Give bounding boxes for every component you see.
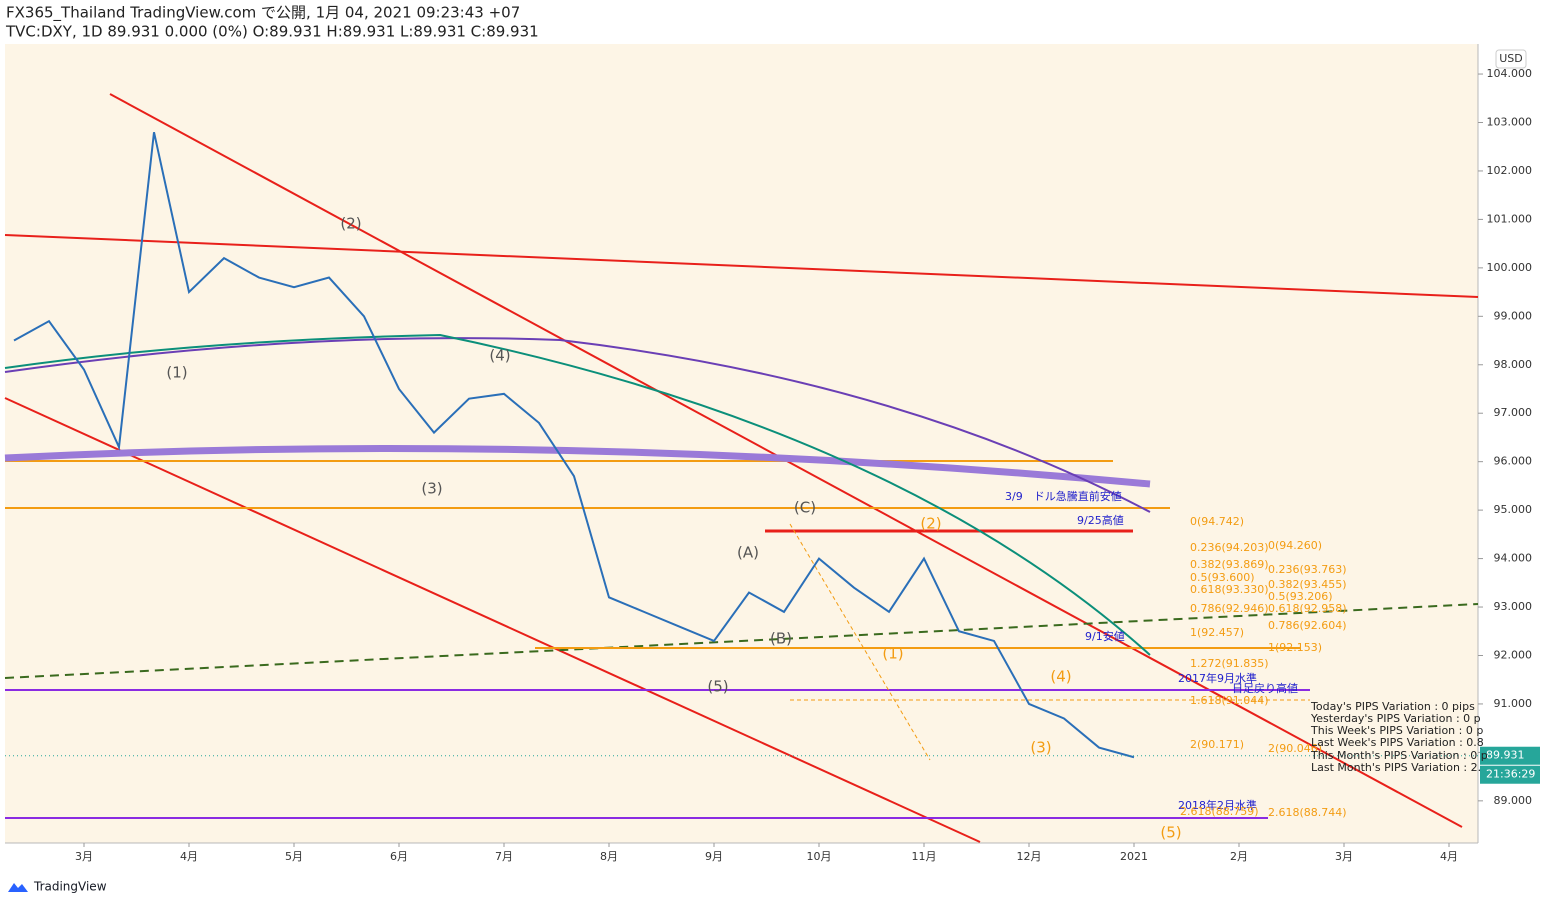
annotation: 1.272(91.835) [1190, 657, 1269, 670]
moving-average [4, 333, 1151, 656]
y-tick-label: 93.000 [1494, 600, 1533, 613]
annotation: (2) [340, 215, 361, 233]
annotation: (5) [1160, 824, 1181, 842]
annotation: (4) [1050, 668, 1071, 686]
x-tick-label: 3月 [75, 850, 93, 863]
annotation: (1) [166, 364, 187, 382]
x-tick-label: 2021 [1120, 850, 1148, 863]
annotation: (4) [489, 347, 510, 365]
annotation: 0.5(93.206) [1268, 590, 1333, 603]
annotation: 0.618(92.958) [1268, 602, 1347, 615]
annotation: Last Week's PIPS Variation : 0.8 [1311, 736, 1484, 749]
plot-area [5, 44, 1478, 843]
trendline [4, 397, 981, 843]
annotation: 0.382(93.455) [1268, 578, 1347, 591]
annotation: 1(92.457) [1190, 626, 1244, 639]
last-price: 89.931 [1486, 749, 1525, 762]
y-tick-label: 94.000 [1494, 552, 1533, 565]
y-tick-label: 89.000 [1494, 794, 1533, 807]
y-tick-label: 97.000 [1494, 406, 1533, 419]
footer-brand: TradingView [33, 880, 107, 894]
y-tick-label: 92.000 [1494, 648, 1533, 661]
annotation: 1(92.153) [1268, 641, 1322, 654]
annotation: 0.236(94.203) [1190, 541, 1269, 554]
y-tick-label: 99.000 [1494, 309, 1533, 322]
annotation: This Month's PIPS Variation : 0 p [1310, 749, 1488, 762]
x-tick-label: 5月 [285, 850, 303, 863]
y-tick-label: 95.000 [1494, 503, 1533, 516]
y-tick-label: 91.000 [1494, 697, 1533, 710]
x-tick-label: 4月 [1440, 850, 1458, 863]
x-tick-label: 12月 [1017, 850, 1042, 863]
moving-average [4, 444, 1151, 488]
currency-box [1495, 49, 1527, 69]
annotation: (5) [707, 678, 728, 696]
countdown: 21:36:29 [1486, 768, 1535, 781]
annotation: (3) [421, 480, 442, 498]
annotation: 0.382(93.869) [1190, 558, 1269, 571]
trendline [4, 603, 1479, 679]
symbol-info: TVC:DXY, 1D 89.931 0.000 (0%) O:89.931 H… [5, 23, 539, 41]
annotation: (A) [737, 544, 759, 562]
annotation: 0.786(92.946) [1190, 602, 1269, 615]
annotation: 0(94.260) [1268, 539, 1322, 552]
annotation: (C) [794, 499, 816, 517]
x-tick-label: 9月 [705, 850, 723, 863]
currency: USD [1499, 52, 1523, 65]
annotation: 0.786(92.604) [1268, 619, 1347, 632]
x-tick-label: 7月 [495, 850, 513, 863]
annotation: 0.236(93.763) [1268, 563, 1347, 576]
x-tick-label: 10月 [807, 850, 832, 863]
moving-average [4, 337, 1151, 513]
y-tick-label: 96.000 [1494, 455, 1533, 468]
annotation: 0.5(93.600) [1190, 571, 1255, 584]
annotation: Yesterday's PIPS Variation : 0 p [1310, 712, 1481, 725]
y-tick-label: 100.000 [1487, 261, 1533, 274]
y-tick-label: 101.000 [1487, 212, 1533, 225]
y-tick-label: 98.000 [1494, 358, 1533, 371]
annotation: (3) [1030, 739, 1051, 757]
annotation: 0(94.742) [1190, 515, 1244, 528]
drawings [4, 93, 1479, 843]
annotation: 2017年9月水準 [1178, 671, 1257, 685]
x-tick-label: 2月 [1230, 850, 1248, 863]
annotation: Today's PIPS Variation : 0 pips [1310, 700, 1475, 713]
x-tick-label: 3月 [1335, 850, 1353, 863]
trendline [4, 234, 1479, 298]
annotation: 0.618(93.330) [1190, 583, 1269, 596]
annotation: (2) [920, 515, 941, 533]
y-tick-label: 102.000 [1487, 164, 1533, 177]
annotation: 日足戻り高値 [1232, 681, 1298, 695]
price-line [13, 131, 1135, 759]
annotation: 9/1安値 [1085, 629, 1125, 643]
annotation: 1.618(91.044) [1190, 694, 1269, 707]
price-label-box [1480, 746, 1540, 765]
annotation: 2(90.046) [1268, 742, 1322, 755]
annotation: 9/25高値 [1077, 513, 1124, 527]
y-tick-label: 103.000 [1487, 115, 1533, 128]
header-title: FX365_Thailand TradingView.com で公開, 1月 0… [6, 4, 520, 23]
fib-guide [789, 523, 1310, 761]
annotation: (B) [770, 630, 792, 648]
x-tick-label: 11月 [912, 850, 937, 863]
annotation: This Week's PIPS Variation : 0 p [1310, 724, 1483, 737]
annotation: 3/9 ドル急騰直前安値 [1005, 489, 1122, 503]
annotation: 2018年2月水準 [1178, 798, 1257, 812]
annotation: 2.618(88.759) [1180, 805, 1259, 818]
countdown-box [1480, 765, 1540, 784]
x-tick-label: 8月 [600, 850, 618, 863]
annotation: Last Month's PIPS Variation : 2. [1311, 761, 1481, 774]
x-tick-label: 4月 [180, 850, 198, 863]
annotation: 2(90.171) [1190, 738, 1244, 751]
annotation: 2.618(88.744) [1268, 806, 1347, 819]
brand-logo [8, 883, 28, 892]
annotation: (1) [882, 645, 903, 663]
x-tick-label: 6月 [390, 850, 408, 863]
y-tick-label: 104.000 [1487, 67, 1533, 80]
